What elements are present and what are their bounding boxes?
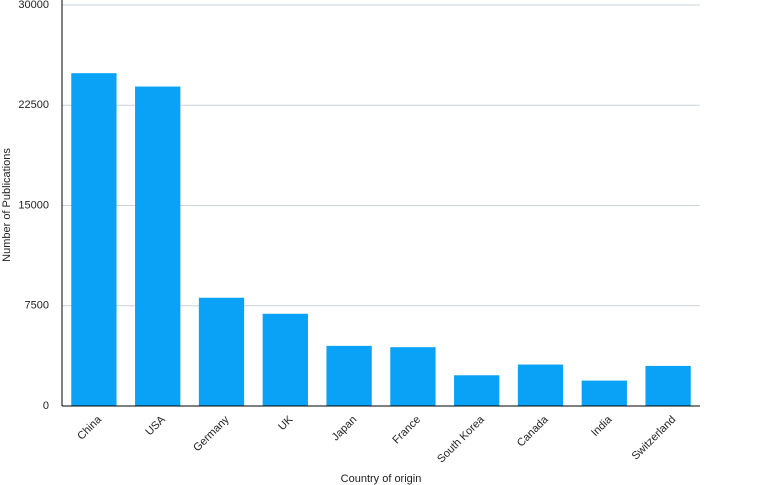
x-tick-label: Canada (515, 413, 551, 449)
x-tick-label: India (589, 413, 615, 439)
x-tick-label: France (390, 414, 423, 447)
y-tick-label: 15000 (18, 199, 49, 211)
x-axis-title: Country of origin (341, 473, 422, 485)
x-tick-label: Germany (191, 413, 232, 454)
x-tick-label: Switzerland (630, 414, 679, 463)
x-tick-label: USA (143, 413, 168, 438)
x-tick-label: Japan (330, 414, 360, 444)
bar (326, 345, 372, 406)
bar (198, 297, 245, 406)
y-axis-title: Number of Publications (1, 148, 13, 262)
bar (454, 375, 500, 406)
y-tick-label: 0 (43, 400, 49, 412)
x-tick-label: South Korea (435, 413, 487, 465)
y-tick-label: 30000 (18, 0, 49, 11)
bar (390, 347, 436, 406)
y-tick-label: 7500 (25, 300, 49, 312)
bar (71, 73, 117, 407)
bar (517, 364, 564, 406)
x-tick-label: China (75, 413, 104, 442)
bar-layer (71, 73, 691, 407)
y-tick-label: 22500 (18, 99, 49, 111)
bar (581, 380, 627, 406)
bar (262, 313, 308, 406)
bar (135, 86, 181, 406)
x-tick-label: UK (276, 413, 296, 433)
bar (645, 365, 691, 406)
